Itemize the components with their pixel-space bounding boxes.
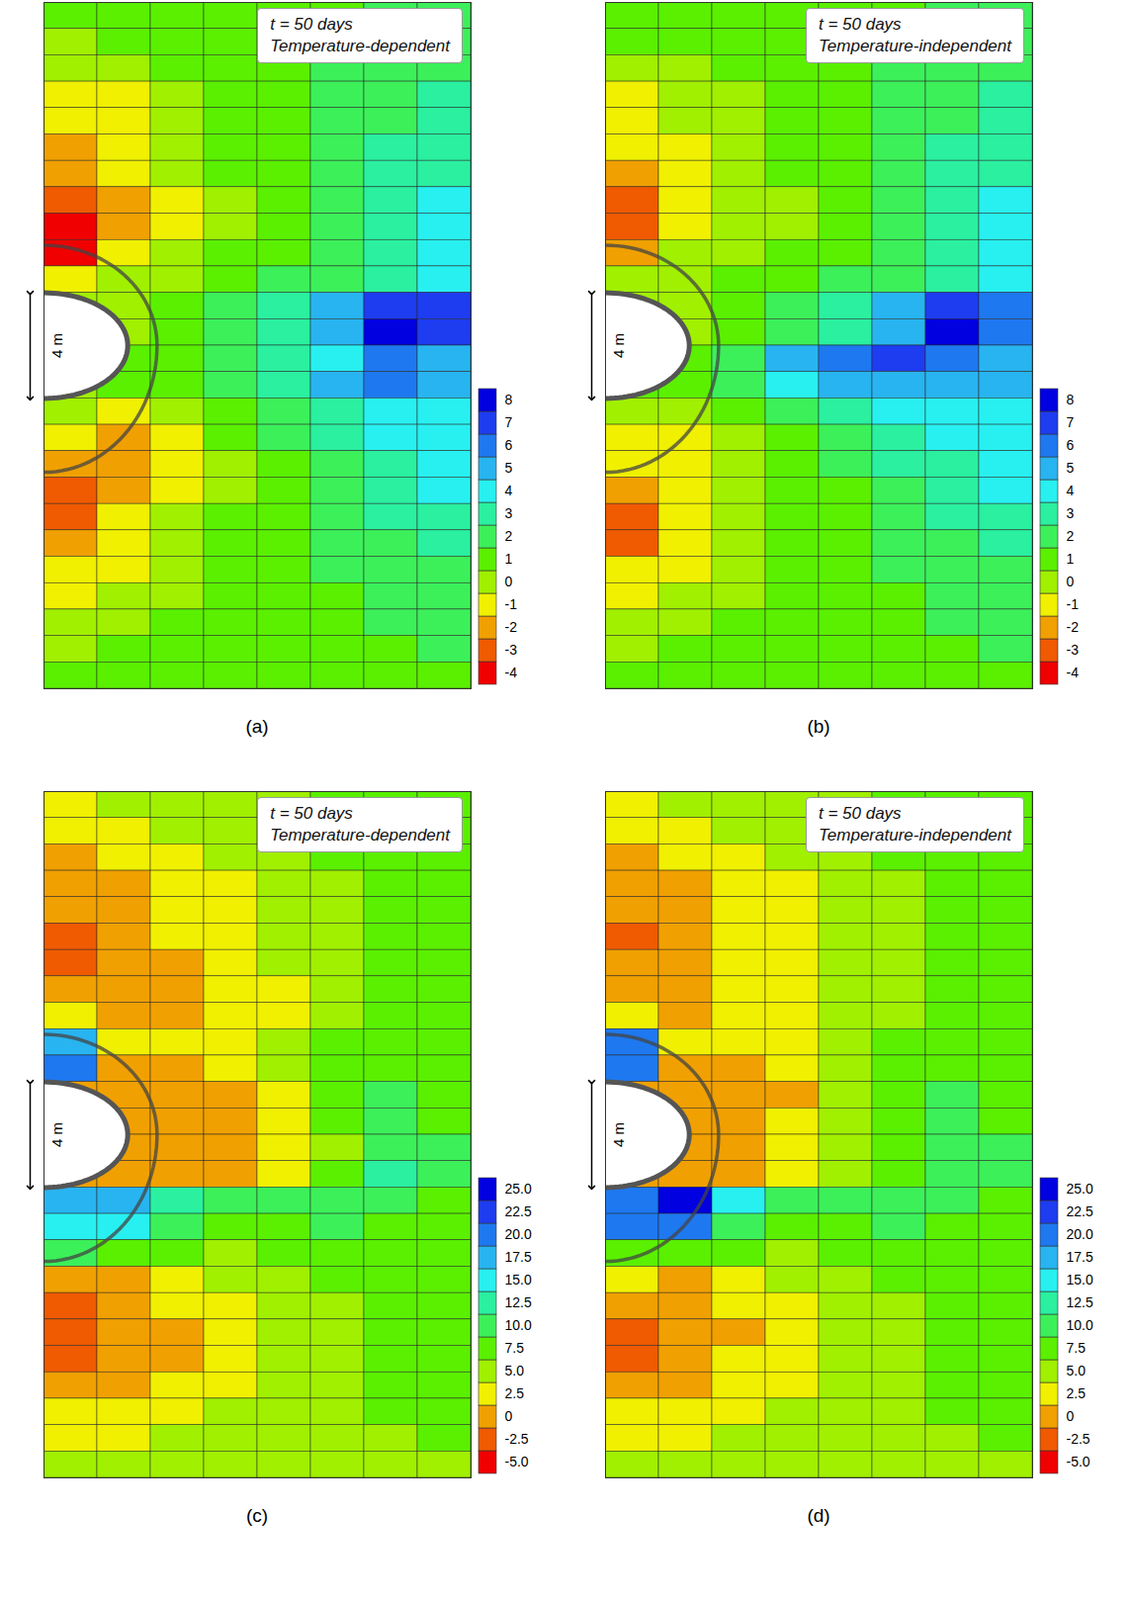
svg-text:3: 3 xyxy=(505,505,514,522)
svg-text:20.0: 20.0 xyxy=(1066,1225,1094,1242)
html-text:Temperature-independent: Temperature-independent xyxy=(818,36,1012,56)
svg-text:-4: -4 xyxy=(505,664,519,681)
svg-text:12.5: 12.5 xyxy=(505,1294,532,1310)
svg-text:25.0: 25.0 xyxy=(505,1180,532,1197)
html-text:(c): (c) xyxy=(246,1504,269,1526)
html-text:Temperature-dependent: Temperature-dependent xyxy=(270,36,450,56)
svg-text:5: 5 xyxy=(1066,459,1075,476)
html-text:(a): (a) xyxy=(245,715,269,737)
svg-text:2.5: 2.5 xyxy=(1066,1385,1087,1401)
svg-text:4 m: 4 m xyxy=(609,1122,627,1147)
svg-text:22.5: 22.5 xyxy=(505,1203,532,1219)
svg-text:-5.0: -5.0 xyxy=(1066,1453,1091,1470)
svg-text:4 m: 4 m xyxy=(48,1122,66,1147)
html-text:t = 50 days: t = 50 days xyxy=(270,14,353,34)
svg-text:17.5: 17.5 xyxy=(505,1248,532,1265)
svg-text:8: 8 xyxy=(505,391,514,408)
html-text:(d): (d) xyxy=(807,1504,831,1526)
svg-text:1: 1 xyxy=(505,550,514,567)
svg-text:2.5: 2.5 xyxy=(505,1385,525,1401)
svg-text:8: 8 xyxy=(1066,391,1075,408)
html-text:Temperature-dependent: Temperature-dependent xyxy=(270,825,450,845)
svg-text:1: 1 xyxy=(1066,550,1075,567)
svg-text:4: 4 xyxy=(505,482,514,499)
svg-text:7.5: 7.5 xyxy=(505,1339,525,1356)
svg-text:17.5: 17.5 xyxy=(1066,1248,1094,1265)
svg-text:-2.5: -2.5 xyxy=(1066,1430,1091,1447)
html-text:t = 50 days: t = 50 days xyxy=(818,14,902,34)
svg-text:3: 3 xyxy=(1066,505,1075,522)
svg-text:5.0: 5.0 xyxy=(505,1362,525,1379)
svg-text:6: 6 xyxy=(505,436,514,453)
svg-text:-1: -1 xyxy=(1066,596,1080,612)
svg-text:0: 0 xyxy=(1066,573,1075,590)
svg-text:7: 7 xyxy=(1066,414,1075,431)
svg-text:-3: -3 xyxy=(1066,641,1080,658)
svg-text:22.5: 22.5 xyxy=(1066,1203,1094,1219)
svg-text:-2.5: -2.5 xyxy=(505,1430,529,1447)
svg-text:15.0: 15.0 xyxy=(505,1271,532,1288)
svg-text:10.0: 10.0 xyxy=(1066,1316,1094,1333)
svg-text:5: 5 xyxy=(505,459,514,476)
svg-text:4: 4 xyxy=(1066,482,1075,499)
svg-text:-1: -1 xyxy=(505,596,519,612)
svg-text:2: 2 xyxy=(1066,527,1075,544)
svg-text:-4: -4 xyxy=(1066,664,1080,681)
svg-text:0: 0 xyxy=(505,573,514,590)
svg-text:6: 6 xyxy=(1066,436,1075,453)
svg-text:12.5: 12.5 xyxy=(1066,1294,1094,1310)
svg-text:10.0: 10.0 xyxy=(505,1316,532,1333)
svg-text:5.0: 5.0 xyxy=(1066,1362,1087,1379)
html-text:(b): (b) xyxy=(807,715,831,737)
svg-text:4 m: 4 m xyxy=(609,333,627,358)
html-text:Temperature-independent: Temperature-independent xyxy=(818,825,1012,845)
svg-text:0: 0 xyxy=(505,1407,514,1424)
svg-text:-2: -2 xyxy=(505,618,519,635)
svg-text:-3: -3 xyxy=(505,641,519,658)
svg-text:25.0: 25.0 xyxy=(1066,1180,1094,1197)
svg-text:-5.0: -5.0 xyxy=(505,1453,529,1470)
svg-text:15.0: 15.0 xyxy=(1066,1271,1094,1288)
svg-text:7.5: 7.5 xyxy=(1066,1339,1087,1356)
svg-text:20.0: 20.0 xyxy=(505,1225,532,1242)
svg-text:-2: -2 xyxy=(1066,618,1080,635)
svg-text:0: 0 xyxy=(1066,1407,1075,1424)
svg-text:7: 7 xyxy=(505,414,514,431)
html-text:t = 50 days: t = 50 days xyxy=(818,803,902,823)
svg-text:4 m: 4 m xyxy=(48,333,66,358)
svg-text:2: 2 xyxy=(505,527,514,544)
html-text:t = 50 days: t = 50 days xyxy=(270,803,353,823)
